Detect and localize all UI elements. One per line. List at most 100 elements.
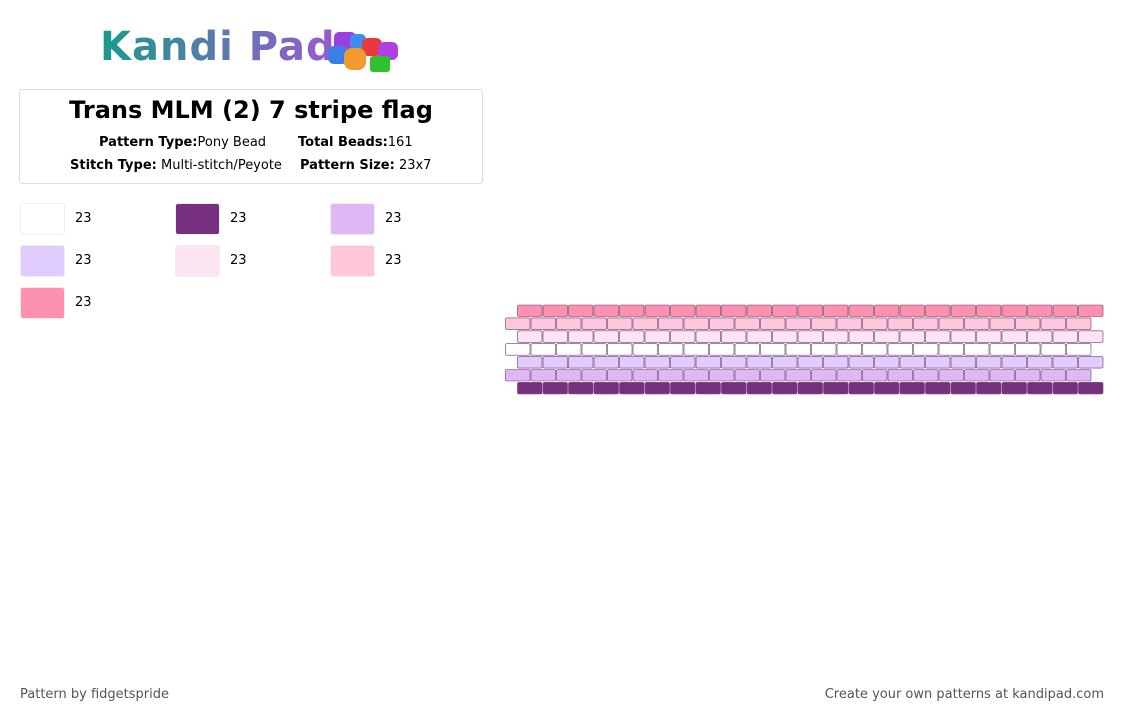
bead — [976, 304, 1002, 317]
bead — [581, 369, 607, 382]
bead — [695, 382, 721, 395]
bead — [632, 343, 658, 356]
bead — [874, 382, 900, 395]
color-count: 23 — [75, 253, 92, 268]
bead — [517, 304, 543, 317]
bead — [887, 317, 913, 330]
bead — [619, 304, 645, 317]
color-count: 23 — [385, 253, 402, 268]
bead — [899, 330, 925, 343]
bead — [836, 369, 862, 382]
bead — [695, 356, 721, 369]
bead — [670, 330, 696, 343]
site-link[interactable]: Create your own patterns at kandipad.com — [824, 687, 1104, 702]
bead — [721, 304, 747, 317]
color-swatch — [20, 203, 65, 235]
bead — [632, 369, 658, 382]
bead — [772, 330, 798, 343]
bead — [1040, 317, 1066, 330]
bead — [1078, 356, 1104, 369]
bead — [938, 369, 964, 382]
bead — [593, 356, 619, 369]
color-swatch — [175, 203, 220, 235]
bead — [760, 317, 786, 330]
value: Pony Bead — [197, 135, 267, 150]
bead — [658, 369, 684, 382]
bead — [925, 382, 951, 395]
color-count: 23 — [230, 253, 247, 268]
bead — [989, 317, 1015, 330]
bead — [607, 369, 633, 382]
bead — [772, 356, 798, 369]
bead — [670, 382, 696, 395]
bead — [772, 304, 798, 317]
bead — [797, 330, 823, 343]
bead — [823, 304, 849, 317]
bead — [593, 382, 619, 395]
bead — [925, 304, 951, 317]
bead — [874, 330, 900, 343]
logo[interactable]: Kandi Pad — [100, 24, 336, 70]
bead — [619, 356, 645, 369]
color-count: 23 — [75, 211, 92, 226]
bead — [887, 369, 913, 382]
bead — [1015, 369, 1041, 382]
bead — [848, 330, 874, 343]
bead — [785, 369, 811, 382]
bead — [746, 304, 772, 317]
bead — [709, 369, 735, 382]
bead — [1001, 304, 1027, 317]
bead — [874, 304, 900, 317]
bead — [964, 343, 990, 356]
bead — [836, 343, 862, 356]
color-count: 23 — [230, 211, 247, 226]
bead — [1027, 330, 1053, 343]
bead — [721, 382, 747, 395]
color-swatch — [330, 203, 375, 235]
bead — [734, 317, 760, 330]
bead — [683, 369, 709, 382]
bead — [989, 369, 1015, 382]
bead — [530, 317, 556, 330]
bead — [1001, 330, 1027, 343]
bead — [797, 382, 823, 395]
bead — [517, 382, 543, 395]
bead — [632, 317, 658, 330]
bead — [899, 356, 925, 369]
bead — [644, 330, 670, 343]
bead — [1052, 330, 1078, 343]
bead — [695, 304, 721, 317]
bead — [734, 343, 760, 356]
bead — [593, 330, 619, 343]
bead — [658, 317, 684, 330]
bead — [530, 343, 556, 356]
bead — [670, 356, 696, 369]
credit: Pattern by fidgetspride — [20, 687, 169, 702]
bead — [1001, 356, 1027, 369]
bead — [1066, 369, 1092, 382]
bead — [607, 317, 633, 330]
color-count: 23 — [385, 211, 402, 226]
bead — [848, 304, 874, 317]
bead — [1027, 356, 1053, 369]
bead — [542, 304, 568, 317]
bead — [976, 382, 1002, 395]
bead — [950, 330, 976, 343]
bead — [772, 382, 798, 395]
bead — [1052, 356, 1078, 369]
bead — [556, 343, 582, 356]
bead — [887, 343, 913, 356]
bead — [619, 330, 645, 343]
bead — [746, 330, 772, 343]
bead — [913, 369, 939, 382]
bead — [683, 317, 709, 330]
bead — [505, 343, 531, 356]
bead — [1027, 304, 1053, 317]
label: Stitch Type: — [70, 158, 157, 173]
bead — [530, 369, 556, 382]
bead — [505, 317, 531, 330]
bead — [746, 382, 772, 395]
pattern-type: Pattern Type:Pony Bead — [99, 135, 266, 150]
bead — [950, 382, 976, 395]
